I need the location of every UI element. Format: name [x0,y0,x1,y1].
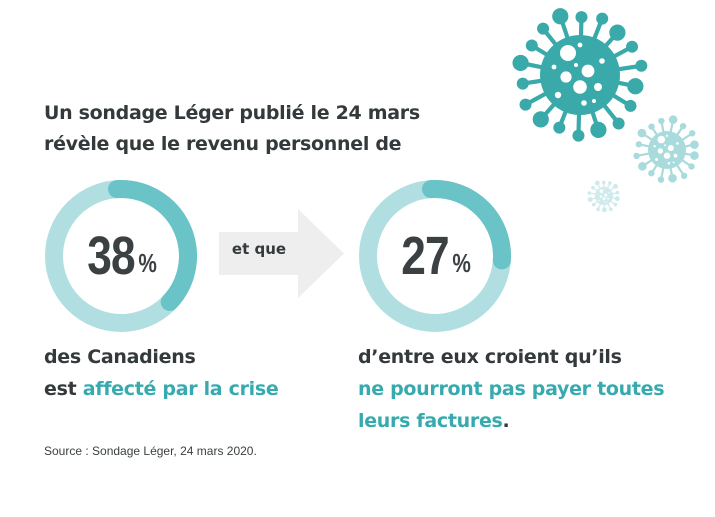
virus-icon-medium [633,115,699,183]
donut-ring [45,180,197,332]
headline: Un sondage Léger publié le 24 mars révèl… [44,98,420,160]
connector-label: et que [231,240,287,258]
stat-unit: % [138,248,158,278]
virus-icon-small [587,180,620,213]
donut-value: 27 % [355,176,515,336]
donut-chart-38: 38 % [41,176,201,336]
stat-unit: % [452,248,472,278]
caption-left-line-1: des Canadiens [44,346,196,368]
stat-number: 38 [87,226,136,286]
caption-left-line-2: est affecté par la crise [44,373,279,405]
headline-line-1: Un sondage Léger publié le 24 mars [44,102,420,124]
stat-number: 27 [401,226,450,286]
donut-chart-27: 27 % [355,176,515,336]
caption-highlight: affecté par la crise [82,378,279,400]
caption-text: . [502,410,510,432]
donut-progress-arc [107,180,197,312]
donut-value: 38 % [41,176,201,336]
caption-left: des Canadiens est affecté par la crise [44,341,279,405]
donut-ring [359,180,511,332]
arrow-right-icon [219,209,344,298]
donut-progress-arc [421,180,511,270]
caption-right: d’entre eux croient qu’ils ne pourront p… [358,341,665,437]
headline-line-2: révèle que le revenu personnel de [44,133,402,155]
caption-text: est [44,378,83,400]
caption-highlight: leurs factures [358,410,503,432]
caption-right-line-2: ne pourront pas payer toutes [358,378,665,400]
source-note: Source : Sondage Léger, 24 mars 2020. [44,444,257,458]
caption-right-line-3: leurs factures. [358,405,664,437]
virus-icon-large [512,8,648,142]
caption-right-line-1: d’entre eux croient qu’ils [358,346,622,368]
